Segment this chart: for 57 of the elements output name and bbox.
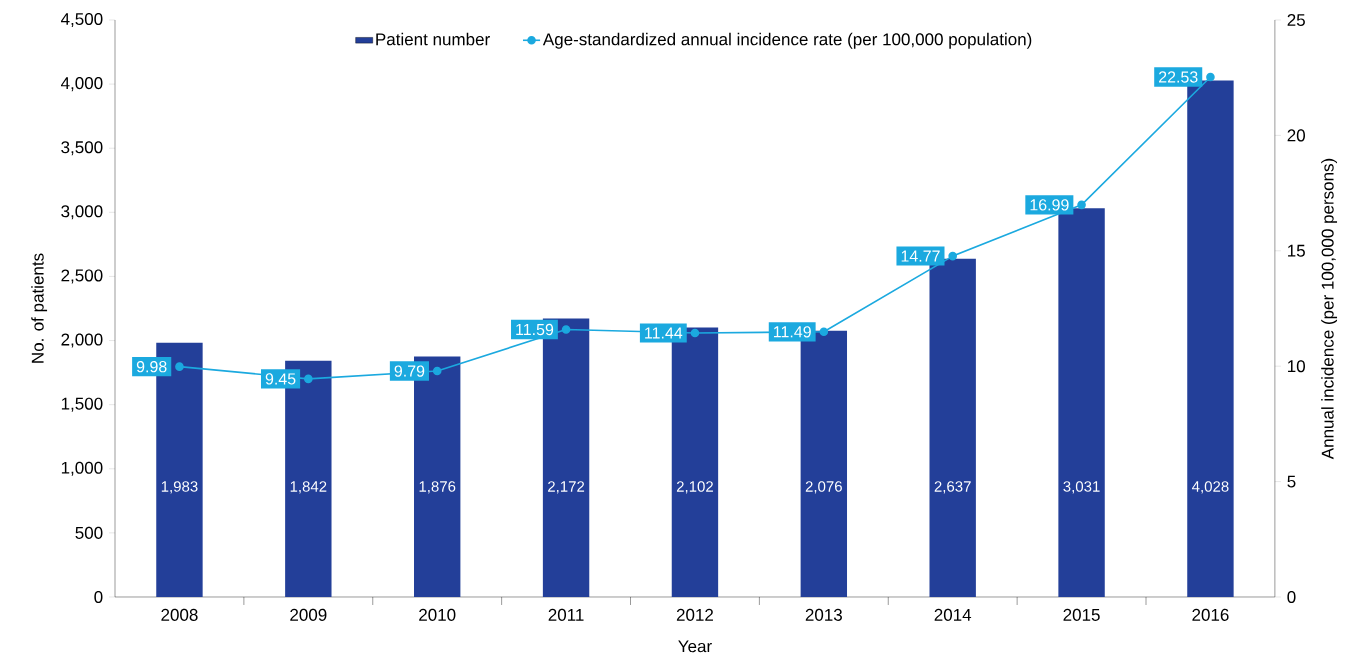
data-label: 2,076 <box>805 481 842 494</box>
point <box>175 362 184 371</box>
y2-axis-title: Annual incidence (per 100,000 persons) <box>1321 158 1338 460</box>
x-tick-label: 2014 <box>934 608 972 621</box>
x-tick-label: 2012 <box>676 608 713 621</box>
legend-label: Patient number <box>376 32 490 46</box>
data-label: 1,876 <box>419 481 456 494</box>
data-label: 4,028 <box>1192 481 1229 494</box>
y2-tick-label: 0 <box>1287 590 1296 604</box>
data-label: 16.99 <box>1030 199 1069 211</box>
x-tick-label: 2009 <box>290 608 327 621</box>
legend-label: Age-standardized annual incidence rate (per 100,000 population) <box>542 32 1032 49</box>
point <box>690 328 700 338</box>
data-label: 22.53 <box>1159 71 1198 83</box>
data-label: 1,842 <box>290 481 327 494</box>
y-tick-label: 2,000 <box>61 333 103 348</box>
y-tick-label: 1,500 <box>61 397 103 412</box>
x-tick-label: 2008 <box>161 608 198 621</box>
y-tick-label: 1,000 <box>61 461 103 476</box>
y-tick-label: 2,500 <box>61 269 103 284</box>
data-label: 2,102 <box>676 481 713 494</box>
data-label: 11.49 <box>773 326 811 338</box>
point <box>304 374 313 384</box>
point <box>561 325 571 334</box>
y-tick-label: 3,000 <box>61 205 103 220</box>
data-label: 9.98 <box>136 360 167 373</box>
data-label: 9.79 <box>394 365 425 377</box>
y-tick-label: 4,500 <box>61 12 103 28</box>
data-label: 11.44 <box>645 327 683 339</box>
point <box>432 366 442 376</box>
y-tick-label: 3,500 <box>61 141 103 156</box>
y-axis-title: No. of patients <box>31 253 48 363</box>
x-tick-label: 2011 <box>548 608 584 621</box>
point <box>1206 72 1215 82</box>
x-axis-title: Year <box>678 640 712 653</box>
x-tick-label: 2015 <box>1063 608 1100 621</box>
y2-tick-label: 15 <box>1288 244 1305 257</box>
y-tick-label: 0 <box>94 590 103 604</box>
y2-tick-label: 5 <box>1287 475 1296 488</box>
data-label: 14.77 <box>901 250 940 262</box>
point <box>819 327 829 337</box>
point <box>948 251 957 261</box>
y-tick-label: 500 <box>75 526 103 539</box>
data-label: 2,172 <box>548 481 585 494</box>
y-tick-label: 4,000 <box>61 77 103 92</box>
point <box>1077 200 1086 210</box>
data-label: 2,637 <box>934 481 971 494</box>
data-label: 3,031 <box>1063 481 1100 494</box>
x-tick-label: 2010 <box>419 608 456 621</box>
data-label: 11.59 <box>516 323 554 336</box>
data-label: 9.45 <box>265 373 296 385</box>
y2-tick-label: 10 <box>1288 360 1305 373</box>
x-tick-label: 2013 <box>805 608 842 621</box>
y2-tick-label: 20 <box>1287 129 1305 142</box>
x-tick-label: 2016 <box>1192 608 1229 621</box>
y2-tick-label: 25 <box>1287 13 1305 27</box>
data-label: 1,983 <box>161 481 198 494</box>
